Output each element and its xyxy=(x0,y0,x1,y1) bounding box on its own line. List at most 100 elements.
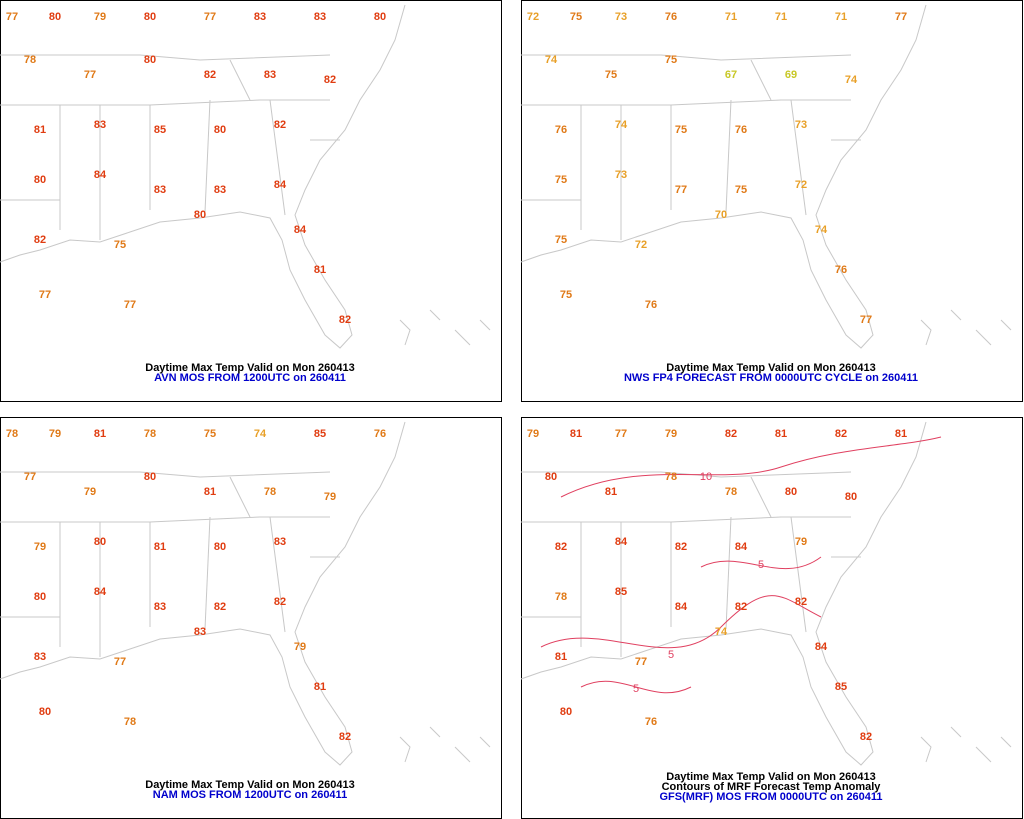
caption: AVN MOS FROM 1200UTC on 260411 xyxy=(154,372,346,384)
station-temp: 76 xyxy=(645,716,657,728)
station-temp: 83 xyxy=(274,536,286,548)
station-temp: 74 xyxy=(615,119,628,131)
contour-label: 5 xyxy=(758,559,764,571)
contour-label: 10 xyxy=(700,471,712,483)
station-temp: 82 xyxy=(735,601,747,613)
station-temp: 73 xyxy=(615,11,627,23)
station-temp: 80 xyxy=(94,536,106,548)
station-temp: 74 xyxy=(815,224,828,236)
station-temp: 77 xyxy=(860,314,872,326)
station-temp: 82 xyxy=(274,119,286,131)
station-temp: 82 xyxy=(204,69,216,81)
station-temp: 78 xyxy=(665,471,677,483)
map-panel: 10 5 5 5 79 81 77 79 82 81 82 81 80 81 78 78 80 80 82 84 82 8… xyxy=(520,417,1023,819)
station-temp: 83 xyxy=(254,11,266,23)
panel-frame xyxy=(0,0,502,402)
station-temp: 81 xyxy=(775,428,787,440)
station-temp: 82 xyxy=(339,731,351,743)
station-temp: 80 xyxy=(374,11,386,23)
station-temp: 74 xyxy=(845,74,858,86)
station-temp: 77 xyxy=(84,69,96,81)
station-temp: 80 xyxy=(545,471,557,483)
station-temp: 84 xyxy=(735,541,748,553)
station-temp: 71 xyxy=(775,11,787,23)
contour-label: 5 xyxy=(668,649,674,661)
contour-line xyxy=(580,680,692,694)
station-temp: 81 xyxy=(314,681,326,693)
station-temp: 81 xyxy=(204,486,216,498)
station-temp: 83 xyxy=(314,11,326,23)
station-temp: 75 xyxy=(675,124,687,136)
station-temp: 80 xyxy=(144,471,156,483)
station-temp: 76 xyxy=(735,124,747,136)
station-temp: 80 xyxy=(214,541,226,553)
station-temp: 82 xyxy=(214,601,226,613)
station-temp: 80 xyxy=(214,124,226,136)
station-temp: 84 xyxy=(615,536,628,548)
station-temp: 71 xyxy=(835,11,847,23)
station-temp: 75 xyxy=(560,289,572,301)
station-temp: 83 xyxy=(194,626,206,638)
station-temp: 78 xyxy=(24,54,36,66)
station-temp: 75 xyxy=(665,54,677,66)
station-temp: 74 xyxy=(254,428,267,440)
station-temp: 77 xyxy=(124,299,136,311)
station-temp: 81 xyxy=(570,428,582,440)
station-temp: 77 xyxy=(635,656,647,668)
station-temp: 83 xyxy=(94,119,106,131)
station-temp: 79 xyxy=(527,428,539,440)
station-temp: 67 xyxy=(725,69,737,81)
station-temp: 82 xyxy=(555,541,567,553)
station-temp: 72 xyxy=(795,179,807,191)
station-temp: 84 xyxy=(815,641,828,653)
station-temp: 74 xyxy=(715,626,728,638)
station-temp: 80 xyxy=(785,486,797,498)
station-temp: 75 xyxy=(605,69,617,81)
station-temp: 81 xyxy=(154,541,166,553)
station-temp: 77 xyxy=(204,11,216,23)
station-temp: 80 xyxy=(560,706,572,718)
station-temp: 80 xyxy=(144,54,156,66)
station-temp: 84 xyxy=(675,601,688,613)
station-temp: 83 xyxy=(34,651,46,663)
caption: GFS(MRF) MOS FROM 0000UTC on 260411 xyxy=(659,791,882,803)
station-temp: 83 xyxy=(264,69,276,81)
station-temp: 74 xyxy=(545,54,558,66)
station-temp: 73 xyxy=(615,169,627,181)
station-temp: 79 xyxy=(84,486,96,498)
station-temp: 75 xyxy=(204,428,216,440)
station-temp: 84 xyxy=(94,169,107,181)
station-temp: 69 xyxy=(785,69,797,81)
station-temp: 79 xyxy=(294,641,306,653)
station-temp: 77 xyxy=(114,656,126,668)
station-temp: 82 xyxy=(34,234,46,246)
station-temp: 77 xyxy=(675,184,687,196)
station-temp: 78 xyxy=(264,486,276,498)
station-temp: 76 xyxy=(665,11,677,23)
caption: NWS FP4 FORECAST FROM 0000UTC CYCLE on 2… xyxy=(624,372,918,384)
station-temp: 81 xyxy=(314,264,326,276)
station-temp: 85 xyxy=(835,681,847,693)
station-temp: 80 xyxy=(194,209,206,221)
station-temp: 82 xyxy=(274,596,286,608)
station-temp: 78 xyxy=(6,428,18,440)
station-temp: 80 xyxy=(49,11,61,23)
caption: Daytime Max Temp Valid on Mon 260413 xyxy=(145,362,354,374)
panel-frame xyxy=(521,417,1023,819)
caption: Daytime Max Temp Valid on Mon 260413 xyxy=(666,362,875,374)
station-temp: 71 xyxy=(725,11,737,23)
station-temp: 79 xyxy=(49,428,61,440)
station-temp: 82 xyxy=(675,541,687,553)
station-temp: 83 xyxy=(154,601,166,613)
station-temp: 70 xyxy=(715,209,727,221)
station-temp: 76 xyxy=(555,124,567,136)
station-temp: 75 xyxy=(114,239,126,251)
station-temp: 82 xyxy=(860,731,872,743)
station-temp: 80 xyxy=(845,491,857,503)
caption: Daytime Max Temp Valid on Mon 260413 xyxy=(666,771,875,783)
station-temp: 84 xyxy=(94,586,107,598)
caption: Contours of MRF Forecast Temp Anomaly xyxy=(662,781,882,793)
station-temp: 83 xyxy=(214,184,226,196)
station-temp: 72 xyxy=(527,11,539,23)
